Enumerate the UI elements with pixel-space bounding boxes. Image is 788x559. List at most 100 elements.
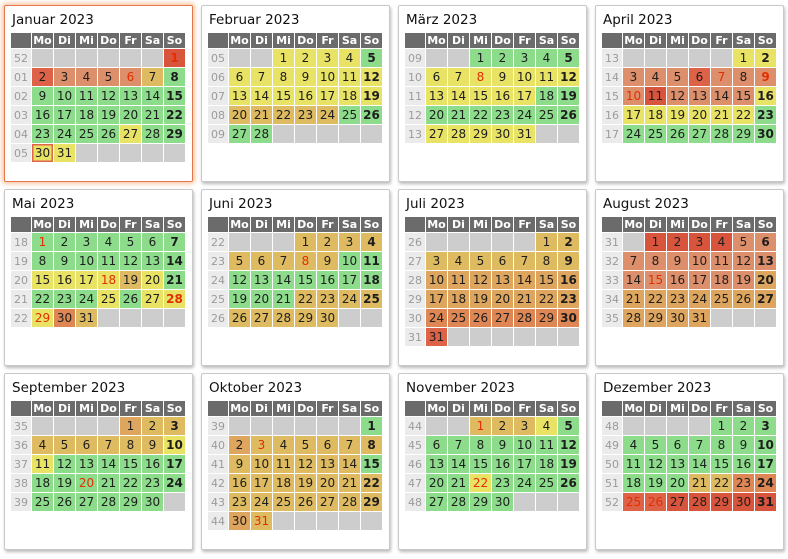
day-cell-dezember-29[interactable]: 29	[711, 493, 732, 511]
day-cell-oktober-30[interactable]: 30	[229, 512, 250, 530]
day-cell-april-29[interactable]: 29	[733, 125, 754, 143]
day-cell-juni-10[interactable]: 10	[339, 252, 360, 270]
day-cell-april-21[interactable]: 21	[711, 106, 732, 124]
day-cell-juli-7[interactable]: 7	[514, 252, 535, 270]
day-cell-oktober-29[interactable]: 29	[361, 493, 382, 511]
day-cell-februar-22[interactable]: 22	[273, 106, 294, 124]
day-cell-september-14[interactable]: 14	[98, 455, 119, 473]
day-cell-januar-22[interactable]: 22	[164, 106, 185, 124]
day-cell-oktober-31[interactable]: 31	[251, 512, 272, 530]
day-cell-september-1[interactable]: 1	[120, 417, 141, 435]
day-cell-januar-31[interactable]: 31	[54, 144, 75, 162]
day-cell-november-10[interactable]: 10	[514, 436, 535, 454]
day-cell-januar-4[interactable]: 4	[76, 68, 97, 86]
day-cell-januar-13[interactable]: 13	[120, 87, 141, 105]
day-cell-august-2[interactable]: 2	[667, 233, 688, 251]
day-cell-februar-11[interactable]: 11	[339, 68, 360, 86]
day-cell-januar-18[interactable]: 18	[76, 106, 97, 124]
day-cell-april-25[interactable]: 25	[645, 125, 666, 143]
day-cell-juni-4[interactable]: 4	[361, 233, 382, 251]
day-cell-november-7[interactable]: 7	[448, 436, 469, 454]
day-cell-juli-8[interactable]: 8	[536, 252, 557, 270]
day-cell-august-6[interactable]: 6	[755, 233, 776, 251]
day-cell-januar-14[interactable]: 14	[142, 87, 163, 105]
day-cell-juni-23[interactable]: 23	[317, 290, 338, 308]
day-cell-august-15[interactable]: 15	[645, 271, 666, 289]
day-cell-dezember-1[interactable]: 1	[711, 417, 732, 435]
day-cell-juni-27[interactable]: 27	[251, 309, 272, 327]
day-cell-oktober-3[interactable]: 3	[251, 436, 272, 454]
day-cell-oktober-23[interactable]: 23	[229, 493, 250, 511]
day-cell-juli-1[interactable]: 1	[536, 233, 557, 251]
day-cell-august-24[interactable]: 24	[689, 290, 710, 308]
day-cell-oktober-25[interactable]: 25	[273, 493, 294, 511]
day-cell-juli-13[interactable]: 13	[492, 271, 513, 289]
day-cell-januar-2[interactable]: 2	[32, 68, 53, 86]
day-cell-mai-8[interactable]: 8	[32, 252, 53, 270]
day-cell-august-19[interactable]: 19	[733, 271, 754, 289]
day-cell-mai-13[interactable]: 13	[142, 252, 163, 270]
day-cell-dezember-24[interactable]: 24	[755, 474, 776, 492]
day-cell-september-25[interactable]: 25	[32, 493, 53, 511]
day-cell-juli-25[interactable]: 25	[448, 309, 469, 327]
day-cell-dezember-15[interactable]: 15	[711, 455, 732, 473]
day-cell-november-28[interactable]: 28	[448, 493, 469, 511]
day-cell-september-3[interactable]: 3	[164, 417, 185, 435]
day-cell-oktober-12[interactable]: 12	[295, 455, 316, 473]
day-cell-mai-7[interactable]: 7	[164, 233, 185, 251]
day-cell-februar-13[interactable]: 13	[229, 87, 250, 105]
day-cell-april-15[interactable]: 15	[733, 87, 754, 105]
day-cell-oktober-18[interactable]: 18	[273, 474, 294, 492]
day-cell-april-28[interactable]: 28	[711, 125, 732, 143]
day-cell-februar-12[interactable]: 12	[361, 68, 382, 86]
day-cell-april-23[interactable]: 23	[755, 106, 776, 124]
day-cell-november-11[interactable]: 11	[536, 436, 557, 454]
day-cell-september-21[interactable]: 21	[98, 474, 119, 492]
day-cell-maerz-11[interactable]: 11	[536, 68, 557, 86]
day-cell-november-12[interactable]: 12	[558, 436, 579, 454]
day-cell-maerz-20[interactable]: 20	[426, 106, 447, 124]
day-cell-september-5[interactable]: 5	[54, 436, 75, 454]
day-cell-maerz-23[interactable]: 23	[492, 106, 513, 124]
day-cell-juli-26[interactable]: 26	[470, 309, 491, 327]
day-cell-mai-28[interactable]: 28	[164, 290, 185, 308]
day-cell-februar-9[interactable]: 9	[295, 68, 316, 86]
day-cell-april-9[interactable]: 9	[755, 68, 776, 86]
day-cell-dezember-22[interactable]: 22	[711, 474, 732, 492]
day-cell-maerz-16[interactable]: 16	[492, 87, 513, 105]
day-cell-september-12[interactable]: 12	[54, 455, 75, 473]
day-cell-mai-16[interactable]: 16	[54, 271, 75, 289]
day-cell-juli-20[interactable]: 20	[492, 290, 513, 308]
day-cell-september-17[interactable]: 17	[164, 455, 185, 473]
day-cell-august-29[interactable]: 29	[645, 309, 666, 327]
day-cell-juli-11[interactable]: 11	[448, 271, 469, 289]
day-cell-april-27[interactable]: 27	[689, 125, 710, 143]
day-cell-september-26[interactable]: 26	[54, 493, 75, 511]
day-cell-november-3[interactable]: 3	[514, 417, 535, 435]
day-cell-januar-26[interactable]: 26	[98, 125, 119, 143]
day-cell-august-20[interactable]: 20	[755, 271, 776, 289]
day-cell-november-29[interactable]: 29	[470, 493, 491, 511]
day-cell-oktober-1[interactable]: 1	[361, 417, 382, 435]
day-cell-august-22[interactable]: 22	[645, 290, 666, 308]
day-cell-juli-19[interactable]: 19	[470, 290, 491, 308]
day-cell-april-30[interactable]: 30	[755, 125, 776, 143]
day-cell-juni-22[interactable]: 22	[295, 290, 316, 308]
day-cell-mai-9[interactable]: 9	[54, 252, 75, 270]
day-cell-november-8[interactable]: 8	[470, 436, 491, 454]
day-cell-oktober-24[interactable]: 24	[251, 493, 272, 511]
day-cell-dezember-21[interactable]: 21	[689, 474, 710, 492]
day-cell-juli-17[interactable]: 17	[426, 290, 447, 308]
day-cell-februar-8[interactable]: 8	[273, 68, 294, 86]
day-cell-juni-11[interactable]: 11	[361, 252, 382, 270]
day-cell-april-7[interactable]: 7	[711, 68, 732, 86]
day-cell-august-7[interactable]: 7	[623, 252, 644, 270]
day-cell-juli-4[interactable]: 4	[448, 252, 469, 270]
day-cell-februar-24[interactable]: 24	[317, 106, 338, 124]
day-cell-februar-14[interactable]: 14	[251, 87, 272, 105]
day-cell-maerz-27[interactable]: 27	[426, 125, 447, 143]
day-cell-maerz-5[interactable]: 5	[558, 49, 579, 67]
day-cell-dezember-14[interactable]: 14	[689, 455, 710, 473]
day-cell-juli-31[interactable]: 31	[426, 328, 447, 346]
day-cell-februar-3[interactable]: 3	[317, 49, 338, 67]
